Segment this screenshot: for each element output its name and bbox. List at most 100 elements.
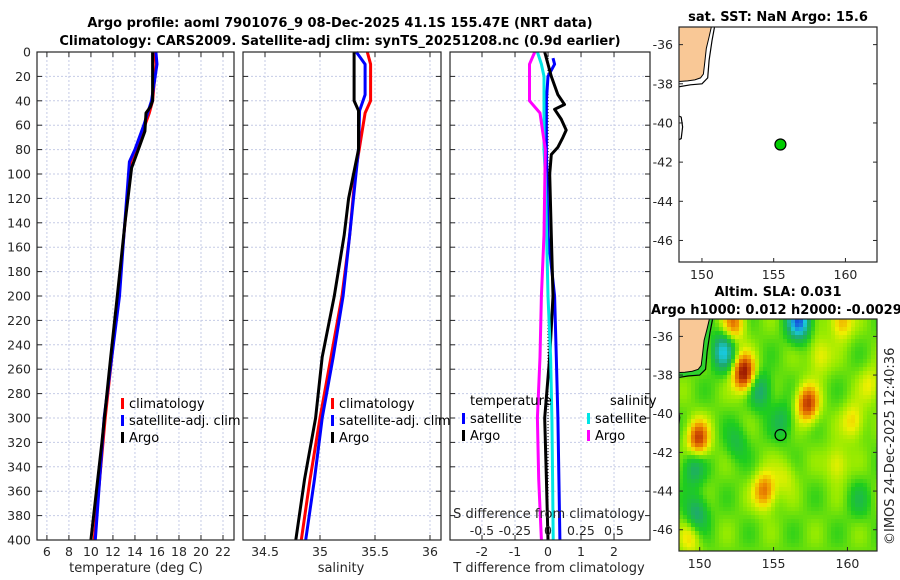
sla-cell xyxy=(735,383,739,387)
sla-cell xyxy=(691,463,695,467)
sla-cell xyxy=(823,443,827,447)
sla-cell xyxy=(739,483,743,487)
sla-cell xyxy=(779,371,783,375)
sla-cell xyxy=(819,415,823,419)
sla-cell xyxy=(803,523,807,527)
sla-cell xyxy=(791,507,795,511)
sla-cell xyxy=(747,483,751,487)
sla-cell xyxy=(835,399,839,403)
sla-cell xyxy=(739,379,743,383)
sla-cell xyxy=(855,511,859,515)
sla-cell xyxy=(871,519,875,523)
sla-cell xyxy=(747,411,751,415)
sla-cell xyxy=(751,383,755,387)
map-y-tick-label: -38 xyxy=(653,368,673,383)
sla-cell xyxy=(835,475,839,479)
sla-cell xyxy=(815,543,819,547)
axes-frame xyxy=(242,51,442,541)
temperature-xlabel: temperature (deg C) xyxy=(69,561,203,576)
sla-cell xyxy=(779,499,783,503)
sla-cell xyxy=(771,535,775,539)
sla-cell xyxy=(783,443,787,447)
legend-label: satellite-adj. clim xyxy=(129,414,241,429)
sla-cell xyxy=(767,359,771,363)
sla-cell xyxy=(787,411,791,415)
map-content xyxy=(679,319,877,551)
sla-cell xyxy=(699,435,703,439)
sla-cell xyxy=(843,531,847,535)
sla-cell xyxy=(855,367,859,371)
sla-cell xyxy=(687,535,691,539)
sla-cell xyxy=(815,435,819,439)
sla-cell xyxy=(723,355,727,359)
sla-cell xyxy=(739,507,743,511)
sla-cell xyxy=(855,319,859,323)
sla-cell xyxy=(859,403,863,407)
sla-cell xyxy=(847,531,851,535)
sla-cell xyxy=(839,355,843,359)
sla-cell xyxy=(839,459,843,463)
sla-cell xyxy=(759,367,763,371)
sla-cell xyxy=(679,423,683,427)
sla-cell xyxy=(783,475,787,479)
sla-cell xyxy=(751,535,755,539)
sla-cell xyxy=(847,455,851,459)
sla-cell xyxy=(819,443,823,447)
sla-cell xyxy=(715,499,719,503)
sla-cell xyxy=(875,319,877,323)
sla-cell xyxy=(735,331,739,335)
sla-cell xyxy=(779,527,783,531)
sla-cell xyxy=(803,343,807,347)
sla-cell xyxy=(851,519,855,523)
sla-cell xyxy=(783,331,787,335)
map-x-tick-label: 155 xyxy=(762,267,786,282)
sla-cell xyxy=(707,415,711,419)
sla-cell xyxy=(747,495,751,499)
sla-cell xyxy=(847,475,851,479)
sla-cell xyxy=(735,431,739,435)
sla-cell xyxy=(807,535,811,539)
sla-cell xyxy=(739,335,743,339)
sla-cell xyxy=(691,443,695,447)
sla-cell xyxy=(867,347,871,351)
sla-cell xyxy=(775,415,779,419)
sla-cell xyxy=(815,535,819,539)
sla-cell xyxy=(859,451,863,455)
sla-cell xyxy=(819,379,823,383)
sla-cell xyxy=(819,351,823,355)
sla-cell xyxy=(763,463,767,467)
sla-cell xyxy=(871,475,875,479)
sla-cell xyxy=(735,543,739,547)
sla-cell xyxy=(763,431,767,435)
x-tick-label: 16 xyxy=(149,544,165,559)
sla-cell xyxy=(795,331,799,335)
sla-cell xyxy=(739,395,743,399)
sla-cell xyxy=(867,387,871,391)
sla-cell xyxy=(843,523,847,527)
sla-cell xyxy=(875,391,877,395)
sla-cell xyxy=(763,339,767,343)
sla-cell xyxy=(835,363,839,367)
sla-cell xyxy=(819,435,823,439)
figure-title-line1: Argo profile: aoml 7901076_9 08-Dec-2025… xyxy=(87,16,592,31)
sla-cell xyxy=(779,331,783,335)
sla-cell xyxy=(771,463,775,467)
sla-cell xyxy=(691,419,695,423)
sla-cell xyxy=(831,479,835,483)
sla-cell xyxy=(715,503,719,507)
sla-cell xyxy=(683,435,687,439)
sla-cell xyxy=(771,419,775,423)
sla-cell xyxy=(715,351,719,355)
sla-cell xyxy=(823,475,827,479)
sla-cell xyxy=(835,355,839,359)
sla-cell xyxy=(751,547,755,551)
sla-cell xyxy=(787,515,791,519)
sla-cell xyxy=(767,487,771,491)
sla-cell xyxy=(859,523,863,527)
sla-cell xyxy=(859,427,863,431)
sla-cell xyxy=(747,419,751,423)
sla-cell xyxy=(807,391,811,395)
sla-cell xyxy=(735,483,739,487)
x-tick-label: 34.5 xyxy=(251,544,279,559)
sla-cell xyxy=(731,503,735,507)
